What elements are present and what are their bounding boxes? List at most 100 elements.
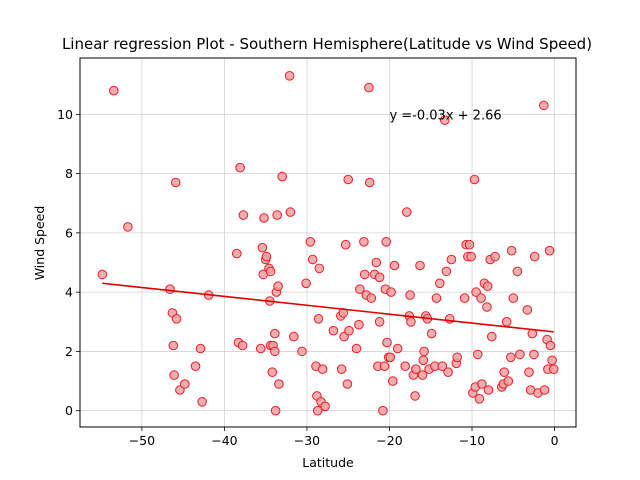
y-tick-label: 6 — [65, 225, 73, 240]
data-point — [374, 317, 385, 327]
data-point — [257, 242, 268, 253]
data-point — [374, 272, 385, 283]
data-point — [168, 340, 179, 351]
data-point — [180, 379, 190, 389]
x-tick-label: −20 — [376, 433, 402, 448]
data-point — [444, 314, 455, 324]
data-point — [419, 346, 429, 357]
data-point — [503, 376, 514, 386]
y-tick-label: 2 — [65, 344, 73, 359]
data-point — [171, 314, 182, 324]
data-point — [386, 287, 396, 297]
data-point — [277, 171, 288, 182]
data-point — [289, 331, 299, 342]
data-point — [305, 237, 316, 247]
data-points — [97, 71, 559, 416]
data-point — [388, 376, 398, 386]
data-point — [235, 162, 245, 173]
data-point — [343, 174, 354, 185]
regression-line — [102, 282, 554, 333]
data-point — [379, 361, 390, 372]
data-point — [405, 290, 415, 300]
data-point — [265, 266, 276, 277]
data-point — [418, 355, 429, 366]
data-point — [400, 361, 411, 372]
data-point — [547, 355, 557, 366]
data-point — [392, 343, 403, 354]
data-point — [320, 401, 330, 412]
y-tick-label: 4 — [65, 285, 73, 300]
data-point — [469, 174, 480, 185]
data-point — [165, 284, 175, 295]
y-tick-label: 0 — [65, 403, 73, 418]
data-point — [272, 210, 283, 220]
data-point — [389, 260, 400, 271]
data-point — [506, 245, 517, 256]
data-point — [267, 367, 278, 378]
y-tick-label: 8 — [65, 166, 73, 181]
data-point — [109, 85, 119, 96]
y-axis-label: Wind Speed — [32, 206, 47, 281]
chart-title: Linear regression Plot - Southern Hemisp… — [62, 35, 592, 53]
data-point — [314, 263, 325, 274]
data-point — [515, 349, 525, 360]
data-point — [539, 100, 549, 111]
data-point — [539, 385, 550, 395]
data-point — [355, 284, 365, 295]
data-point — [270, 405, 281, 416]
data-point — [301, 278, 311, 289]
data-point — [259, 213, 269, 223]
data-point — [459, 293, 470, 303]
data-point — [524, 367, 534, 378]
data-point — [464, 239, 475, 250]
data-point — [354, 319, 364, 330]
x-axis-ticks: −50 −40 −30 −20 −10 0 — [129, 427, 559, 448]
data-point — [351, 343, 362, 354]
data-point — [238, 210, 249, 220]
data-point — [195, 343, 206, 354]
data-point — [411, 364, 421, 375]
regression-equation: y =-0.03x + 2.66 — [389, 108, 501, 123]
data-point — [417, 370, 428, 380]
data-point — [285, 207, 296, 217]
data-point — [313, 314, 324, 324]
data-point — [490, 251, 500, 262]
data-point — [508, 293, 519, 303]
data-point — [328, 325, 339, 336]
data-point — [441, 266, 452, 277]
data-point — [270, 328, 280, 339]
data-point — [232, 248, 242, 259]
data-point — [440, 115, 450, 125]
data-point — [284, 71, 295, 81]
y-axis-ticks: 0 2 4 6 8 10 — [57, 107, 80, 418]
x-tick-label: −30 — [294, 433, 320, 448]
data-point — [477, 379, 487, 389]
data-point — [482, 302, 492, 312]
data-point — [297, 346, 307, 357]
data-point — [307, 254, 318, 265]
x-tick-label: −40 — [211, 433, 237, 448]
data-point — [364, 177, 375, 188]
data-point — [406, 317, 416, 327]
data-point — [255, 343, 266, 354]
data-point — [190, 361, 201, 372]
x-tick-label: −10 — [459, 433, 485, 448]
data-point — [402, 207, 412, 217]
data-point — [385, 352, 396, 363]
data-point — [483, 385, 494, 395]
regression-line-group — [102, 282, 554, 333]
data-point — [476, 293, 486, 303]
data-point — [359, 237, 369, 247]
data-point — [317, 364, 328, 375]
data-point — [548, 364, 559, 375]
data-point — [544, 245, 555, 256]
data-point — [359, 269, 370, 280]
data-point — [381, 237, 392, 247]
data-point — [340, 239, 351, 250]
data-point — [344, 325, 354, 336]
data-point — [378, 405, 388, 416]
plot-frame — [79, 57, 577, 428]
data-point — [452, 352, 463, 363]
data-point — [529, 349, 539, 360]
